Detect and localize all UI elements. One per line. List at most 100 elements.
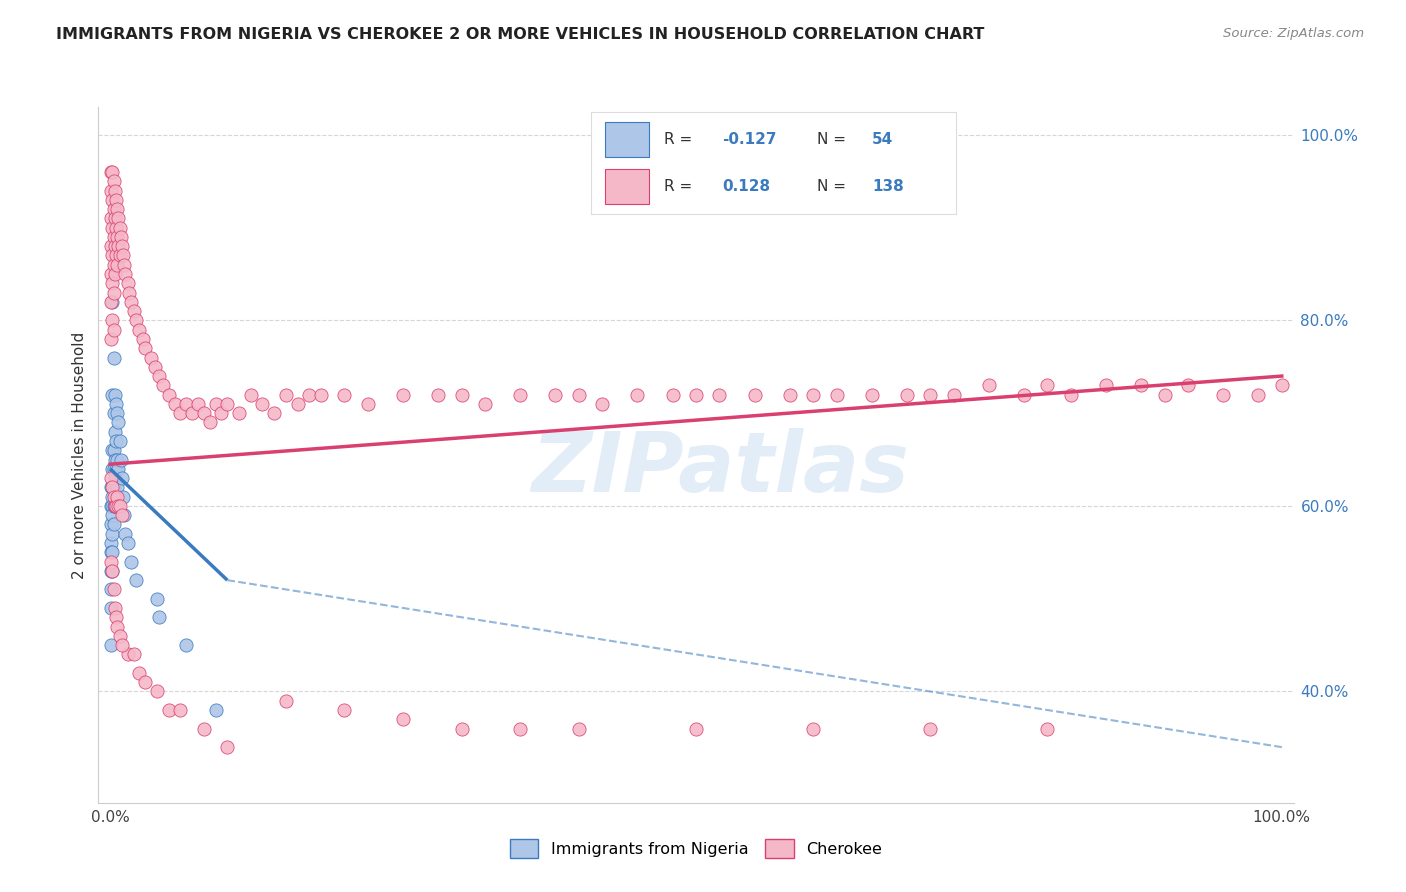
Point <box>298 387 321 401</box>
Point <box>626 387 648 401</box>
Point <box>1036 378 1059 392</box>
Point <box>100 536 122 550</box>
Point <box>920 387 942 401</box>
Point <box>105 220 128 235</box>
Point <box>685 722 707 736</box>
Point <box>100 499 122 513</box>
Text: -0.127: -0.127 <box>723 132 776 146</box>
Point <box>942 387 965 401</box>
Point <box>101 564 124 578</box>
FancyBboxPatch shape <box>605 122 650 157</box>
Point <box>120 555 142 569</box>
Point <box>1060 387 1083 401</box>
Point <box>274 694 297 708</box>
Point <box>101 277 124 291</box>
Point <box>169 406 191 420</box>
Point <box>100 545 122 559</box>
Point <box>100 638 122 652</box>
Point <box>509 722 531 736</box>
Point <box>105 406 128 420</box>
Point <box>263 406 285 420</box>
Point <box>105 397 128 411</box>
Point <box>427 387 450 401</box>
FancyBboxPatch shape <box>605 169 650 204</box>
Point <box>896 387 918 401</box>
Point <box>1153 387 1175 401</box>
Point <box>101 193 124 207</box>
Point <box>118 285 141 300</box>
Point <box>111 471 134 485</box>
Point <box>101 462 124 476</box>
Point <box>825 387 848 401</box>
Point <box>108 434 131 448</box>
Point <box>103 517 125 532</box>
Point <box>108 220 131 235</box>
Point <box>125 313 148 327</box>
Point <box>134 341 156 355</box>
Point <box>193 722 215 736</box>
Point <box>148 369 170 384</box>
Point <box>101 499 124 513</box>
Point <box>1095 378 1118 392</box>
Point <box>100 165 122 179</box>
Point <box>333 703 356 717</box>
Point <box>100 184 122 198</box>
Point <box>114 526 136 541</box>
Point <box>101 564 124 578</box>
Point <box>104 387 127 401</box>
Point <box>111 239 134 253</box>
Point <box>134 675 156 690</box>
Point <box>105 193 128 207</box>
Point <box>392 387 415 401</box>
Point <box>101 508 124 523</box>
Point <box>198 416 221 430</box>
Point <box>105 248 128 262</box>
Point <box>114 267 136 281</box>
Point <box>101 490 124 504</box>
Text: Source: ZipAtlas.com: Source: ZipAtlas.com <box>1223 27 1364 40</box>
Point <box>204 397 226 411</box>
Point <box>125 573 148 587</box>
Point <box>450 722 472 736</box>
Point <box>146 591 169 606</box>
Point <box>104 601 127 615</box>
Text: N =: N = <box>817 179 851 194</box>
Text: 138: 138 <box>872 179 904 194</box>
Point <box>105 434 128 448</box>
Point <box>1271 378 1294 392</box>
Point <box>103 285 125 300</box>
Point <box>685 387 707 401</box>
Point <box>101 248 124 262</box>
Point <box>187 397 209 411</box>
Text: 0.128: 0.128 <box>723 179 770 194</box>
Point <box>100 267 122 281</box>
Point <box>103 258 125 272</box>
Point <box>977 378 1000 392</box>
Point <box>591 397 613 411</box>
Point <box>1036 722 1059 736</box>
Point <box>105 480 128 494</box>
Point <box>252 397 274 411</box>
Point <box>103 462 125 476</box>
Point <box>100 480 122 494</box>
Point <box>108 248 131 262</box>
Point <box>108 499 131 513</box>
Point <box>105 202 128 216</box>
Point <box>110 230 132 244</box>
Point <box>100 601 122 615</box>
Point <box>169 703 191 717</box>
Point <box>217 397 239 411</box>
Point <box>103 406 125 420</box>
Point <box>309 387 332 401</box>
Point <box>105 258 128 272</box>
Text: R =: R = <box>664 179 697 194</box>
Point <box>101 220 124 235</box>
Point <box>163 397 186 411</box>
Point <box>357 397 380 411</box>
Point <box>100 211 122 226</box>
Point <box>211 406 233 420</box>
Point <box>100 332 122 346</box>
Point <box>105 619 128 633</box>
Point <box>120 294 142 309</box>
Point <box>103 443 125 458</box>
